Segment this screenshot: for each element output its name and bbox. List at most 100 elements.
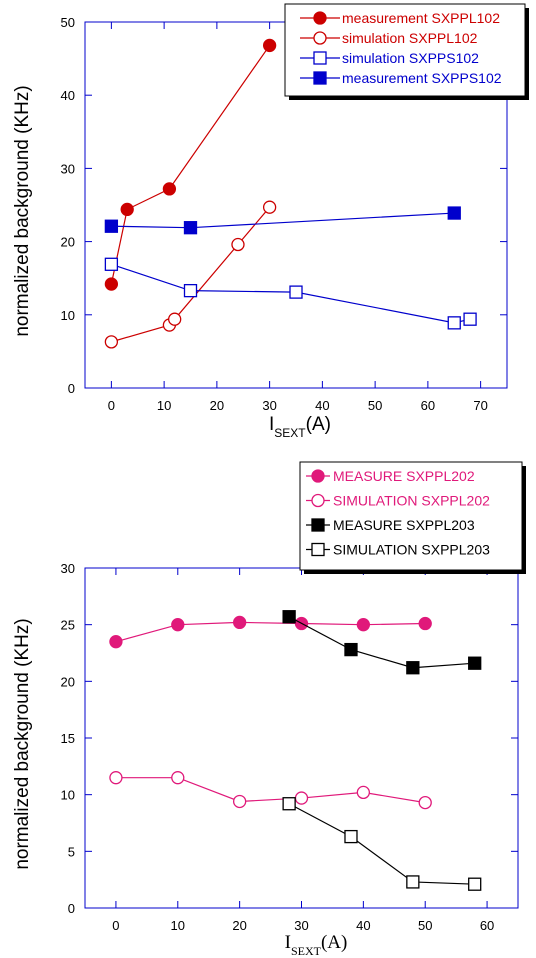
data-point	[171, 771, 185, 785]
legend-box	[299, 461, 523, 571]
x-tick-label: 10	[171, 918, 185, 933]
x-axis-label: ISEXT(A)	[285, 932, 348, 958]
x-axis-label-main: I	[269, 414, 274, 435]
x-tick-label: 0	[112, 918, 119, 933]
x-tick-label: 50	[368, 398, 382, 413]
y-tick-label: 15	[61, 731, 75, 746]
data-point	[418, 795, 432, 810]
legend-marker	[311, 469, 325, 483]
y-tick-label: 5	[68, 844, 75, 859]
x-tick-label: 50	[418, 918, 432, 933]
legend-label: simulation SXPPL102	[342, 30, 478, 46]
y-tick-label: 10	[61, 308, 75, 323]
data-point	[344, 642, 358, 657]
legend-label: MEASURE SXPPL203	[333, 517, 475, 533]
series-1	[104, 38, 277, 291]
data-point	[104, 219, 119, 233]
data-point	[282, 797, 296, 811]
series-4	[282, 797, 482, 891]
legend-marker	[311, 518, 325, 532]
legend-marker	[313, 71, 327, 85]
data-point	[294, 791, 309, 805]
series-line	[115, 777, 426, 804]
x-tick-label: 40	[315, 398, 329, 413]
data-point	[183, 283, 198, 298]
data-point	[232, 615, 247, 630]
y-tick-label: 10	[61, 788, 75, 803]
data-point	[232, 794, 247, 809]
x-tick-label: 40	[356, 918, 370, 933]
data-point	[463, 312, 477, 326]
y-tick-label: 30	[61, 561, 75, 576]
y-axis-label: normalized background (KHz)	[12, 618, 33, 869]
data-point	[447, 206, 461, 220]
y-axis-label: normalized background (KHz)	[12, 85, 33, 336]
data-point	[356, 785, 371, 800]
data-point	[406, 661, 420, 675]
x-axis-label: ISEXT(A)	[269, 414, 331, 440]
data-point	[104, 257, 119, 271]
x-axis-label-subscript: SEXT	[291, 944, 322, 958]
legend-marker	[313, 11, 327, 25]
x-tick-label: 20	[210, 398, 224, 413]
x-axis-label-unit: (A)	[306, 414, 331, 435]
data-point	[104, 335, 119, 349]
data-point	[231, 237, 245, 252]
data-point	[344, 829, 358, 844]
y-tick-label: 20	[61, 235, 75, 250]
y-tick-label: 50	[61, 15, 75, 30]
legend-label: SIMULATION SXPPL202	[333, 493, 490, 509]
data-point	[468, 656, 482, 670]
data-point	[104, 277, 119, 291]
y-tick-label: 25	[61, 618, 75, 633]
data-point	[120, 202, 134, 217]
y-tick-label: 30	[61, 161, 75, 176]
chart-1: 0 10 20 30 40 50 0 10 20 30 40 50 60 70 normalized bac…	[12, 3, 529, 440]
x-tick-label: 60	[480, 918, 494, 933]
x-tick-label: 60	[421, 398, 435, 413]
data-point	[289, 285, 303, 299]
data-point	[262, 200, 277, 214]
series-line	[111, 212, 455, 229]
series-line	[110, 45, 271, 285]
legend-label: MEASURE SXPPL202	[333, 468, 475, 484]
series-4	[104, 206, 461, 235]
data-point	[447, 316, 461, 330]
data-point	[356, 618, 371, 632]
legend: MEASURE SXPPL202 SIMULATION SXPPL202 MEASU…	[299, 461, 526, 574]
series-2	[109, 771, 432, 810]
y-tick-label: 20	[61, 674, 75, 689]
legend-marker	[313, 51, 327, 65]
y-tick-label: 0	[68, 901, 75, 916]
data-point	[109, 771, 123, 785]
series-line	[288, 616, 475, 669]
series-2	[104, 200, 277, 349]
data-point	[171, 618, 185, 632]
chart-2: 0 5 10 15 20 25 30 0 10 20 30 40 50 60 normalized back…	[12, 461, 526, 958]
legend-label: measurement SXPPS102	[342, 70, 502, 86]
x-axis-label-unit: (A)	[321, 932, 347, 953]
data-point	[183, 221, 198, 235]
x-tick-label: 30	[294, 918, 308, 933]
x-tick-label: 30	[262, 398, 276, 413]
y-tick-label: 40	[61, 88, 75, 103]
x-axis-label-main: I	[285, 932, 291, 953]
x-tick-label: 20	[232, 918, 246, 933]
series-line	[288, 803, 475, 885]
legend-marker	[311, 542, 325, 557]
x-axis-label-subscript: SEXT	[274, 426, 306, 440]
series-1	[109, 615, 432, 649]
legend-marker	[313, 31, 327, 45]
data-point	[282, 610, 296, 624]
series-3	[104, 257, 477, 330]
data-point	[418, 616, 432, 631]
data-point	[468, 877, 482, 891]
legend: measurement SXPPL102 simulation SXPPL102 s…	[284, 3, 529, 100]
data-point	[162, 182, 177, 196]
x-tick-label: 10	[157, 398, 171, 413]
legend-marker	[311, 493, 325, 508]
legend-label: measurement SXPPL102	[342, 10, 500, 26]
x-tick-label: 70	[473, 398, 487, 413]
data-point	[262, 38, 277, 53]
